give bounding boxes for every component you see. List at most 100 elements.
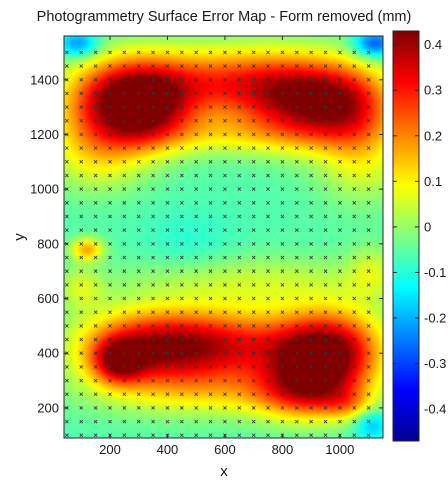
- measurement-point: [136, 296, 141, 301]
- measurement-point: [223, 269, 227, 274]
- measurement-point: [194, 118, 199, 123]
- measurement-point: [338, 351, 342, 356]
- measurement-point: [122, 337, 127, 342]
- measurement-point: [179, 392, 184, 397]
- measurement-point: [136, 310, 141, 315]
- measurement-point: [179, 433, 184, 438]
- measurement-point: [79, 241, 84, 246]
- measurement-point: [194, 406, 199, 410]
- measurement-point: [122, 419, 127, 424]
- measurement-point: [223, 365, 227, 369]
- measurement-point: [294, 118, 299, 123]
- measurement-point: [266, 406, 270, 410]
- colorbar-ticks: -0.4 -0.3 -0.2 -0.1 0 0.1 0.2 0.3 0.4: [393, 37, 446, 417]
- x-tick-label: 400: [157, 442, 179, 457]
- measurement-point: [179, 241, 184, 246]
- measurement-point: [338, 310, 342, 315]
- measurement-point: [237, 406, 242, 410]
- measurement-point: [108, 351, 112, 356]
- measurement-point: [122, 255, 127, 260]
- measurement-point: [323, 214, 328, 219]
- measurement-point: [122, 200, 127, 205]
- measurement-point: [266, 77, 270, 82]
- measurement-point: [237, 146, 242, 151]
- measurement-point: [179, 187, 184, 192]
- measurement-point: [237, 214, 242, 219]
- measurement-point: [251, 132, 256, 137]
- measurement-point: [294, 132, 299, 137]
- measurement-point: [352, 310, 357, 315]
- measurement-point: [93, 310, 98, 315]
- measurement-point: [309, 433, 314, 438]
- measurement-point: [194, 173, 199, 178]
- measurement-point: [266, 50, 270, 55]
- measurement-point: [108, 200, 112, 205]
- measurement-point: [294, 214, 299, 219]
- measurement-point: [280, 64, 285, 68]
- measurement-point: [280, 132, 285, 137]
- measurement-point: [352, 419, 357, 424]
- measurement-point: [108, 255, 112, 260]
- measurement-point: [194, 187, 199, 192]
- measurement-point: [108, 419, 112, 424]
- measurement-point: [165, 310, 170, 315]
- measurement-point: [294, 159, 299, 164]
- x-tick-label: 200: [99, 442, 121, 457]
- measurement-point: [64, 337, 69, 342]
- measurement-point: [294, 50, 299, 55]
- measurement-point: [338, 406, 342, 410]
- measurement-point: [93, 351, 98, 356]
- measurement-point: [323, 187, 328, 192]
- measurement-point: [151, 214, 155, 219]
- measurement-point: [266, 255, 270, 260]
- measurement-point: [251, 77, 256, 82]
- measurement-point: [338, 228, 342, 233]
- measurement-point: [122, 296, 127, 301]
- measurement-point: [194, 365, 199, 369]
- measurement-point: [151, 296, 155, 301]
- measurement-point: [194, 132, 199, 137]
- measurement-point: [93, 173, 98, 178]
- measurement-point: [223, 378, 227, 383]
- measurement-point: [108, 214, 112, 219]
- measurement-point: [338, 91, 342, 96]
- measurement-point: [352, 77, 357, 82]
- measurement-point: [323, 433, 328, 438]
- measurement-point: [266, 187, 270, 192]
- measurement-point: [179, 310, 184, 315]
- measurement-point: [338, 214, 342, 219]
- measurement-point: [165, 132, 170, 137]
- measurement-point: [136, 406, 141, 410]
- measurement-point: [179, 64, 184, 68]
- measurement-point: [323, 159, 328, 164]
- measurement-point: [266, 378, 270, 383]
- measurement-point: [179, 269, 184, 274]
- measurement-point: [294, 406, 299, 410]
- measurement-point: [366, 419, 371, 424]
- measurement-point: [108, 132, 112, 137]
- measurement-point: [122, 433, 127, 438]
- measurement-point: [280, 323, 285, 328]
- colorbar: -0.4 -0.3 -0.2 -0.1 0 0.1 0.2 0.3 0.4: [392, 30, 446, 442]
- measurement-point: [251, 296, 256, 301]
- measurement-point: [136, 50, 141, 55]
- measurement-point: [165, 241, 170, 246]
- measurement-point: [352, 433, 357, 438]
- measurement-point: [136, 323, 141, 328]
- measurement-point: [352, 187, 357, 192]
- measurement-point: [223, 91, 227, 96]
- measurement-point: [223, 159, 227, 164]
- measurement-point: [122, 50, 127, 55]
- measurement-point: [194, 255, 199, 260]
- measurement-point: [165, 392, 170, 397]
- measurement-point: [165, 91, 170, 96]
- measurement-point: [136, 146, 141, 151]
- measurement-point: [352, 118, 357, 123]
- measurement-point: [280, 173, 285, 178]
- measurement-point: [280, 351, 285, 356]
- measurement-point: [309, 419, 314, 424]
- measurement-point: [251, 310, 256, 315]
- measurement-point: [266, 282, 270, 287]
- measurement-point: [93, 64, 98, 68]
- measurement-point: [79, 228, 84, 233]
